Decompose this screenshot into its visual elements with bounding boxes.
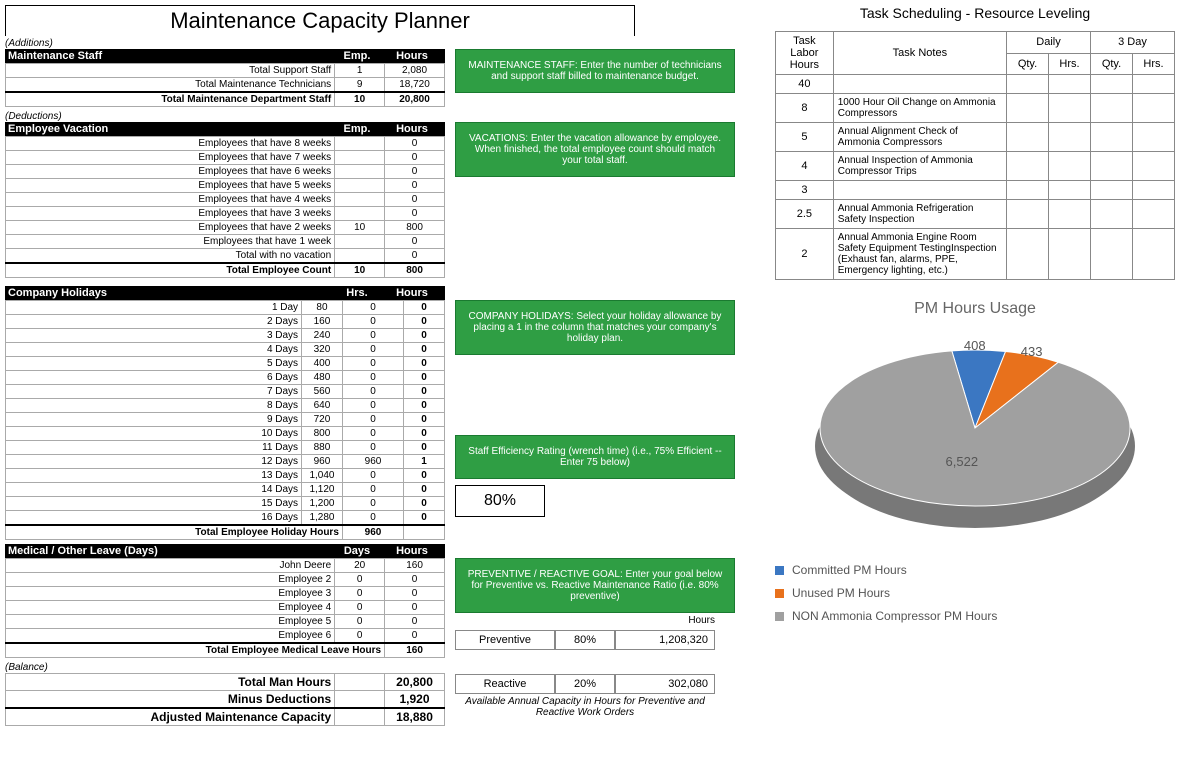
balance-label: (Balance) (5, 662, 445, 673)
pie-title: PM Hours Usage (775, 300, 1175, 318)
maint-staff-help: MAINTENANCE STAFF: Enter the number of t… (455, 49, 735, 93)
pie-legend: Committed PM Hours Unused PM Hours NON Amm… (775, 563, 1175, 623)
preventive-help: PREVENTIVE / REACTIVE GOAL: Enter your g… (455, 558, 735, 613)
efficiency-value[interactable]: 80% (455, 485, 545, 517)
reactive-row: Reactive 20% 302,080 (455, 674, 715, 694)
preventive-row: Preventive 80% 1,208,320 (455, 630, 735, 650)
legend-item: Unused PM Hours (775, 586, 1175, 600)
page-title: Maintenance Capacity Planner (5, 5, 635, 36)
right-panel: Task Scheduling - Resource Leveling Task… (775, 5, 1175, 726)
holidays-header: Company Holidays Hrs. Hours (5, 286, 445, 300)
maint-staff-table: Total Support Staff12,080Total Maintenan… (5, 63, 445, 107)
deductions-label: (Deductions) (5, 111, 745, 122)
pie-chart: 4084336,522 (805, 328, 1145, 548)
maint-staff-header: Maintenance Staff Emp. Hours (5, 49, 445, 63)
vacation-table: Employees that have 8 weeks0Employees th… (5, 136, 445, 278)
balance-table: Total Man Hours20,800Minus Deductions1,9… (5, 673, 445, 726)
medical-header: Medical / Other Leave (Days) Days Hours (5, 544, 445, 558)
scheduling-table: Task Labor HoursTask NotesDaily3 Day Qty… (775, 31, 1175, 280)
legend-item: Committed PM Hours (775, 563, 1175, 577)
holidays-table: 1 Day80002 Days160003 Days240004 Days320… (5, 300, 445, 540)
legend-item: NON Ammonia Compressor PM Hours (775, 609, 1175, 623)
additions-label: (Additions) (5, 38, 745, 49)
scheduling-title: Task Scheduling - Resource Leveling (775, 5, 1175, 21)
left-panel: Maintenance Capacity Planner (Additions)… (5, 5, 745, 726)
holidays-help: COMPANY HOLIDAYS: Select your holiday al… (455, 300, 735, 355)
capacity-note: Available Annual Capacity in Hours for P… (455, 696, 715, 718)
efficiency-help: Staff Efficiency Rating (wrench time) (i… (455, 435, 735, 479)
vacation-header: Employee Vacation Emp. Hours (5, 122, 445, 136)
vacation-help: VACATIONS: Enter the vacation allowance … (455, 122, 735, 177)
medical-table: John Deere20160Employee 200Employee 300E… (5, 558, 445, 658)
